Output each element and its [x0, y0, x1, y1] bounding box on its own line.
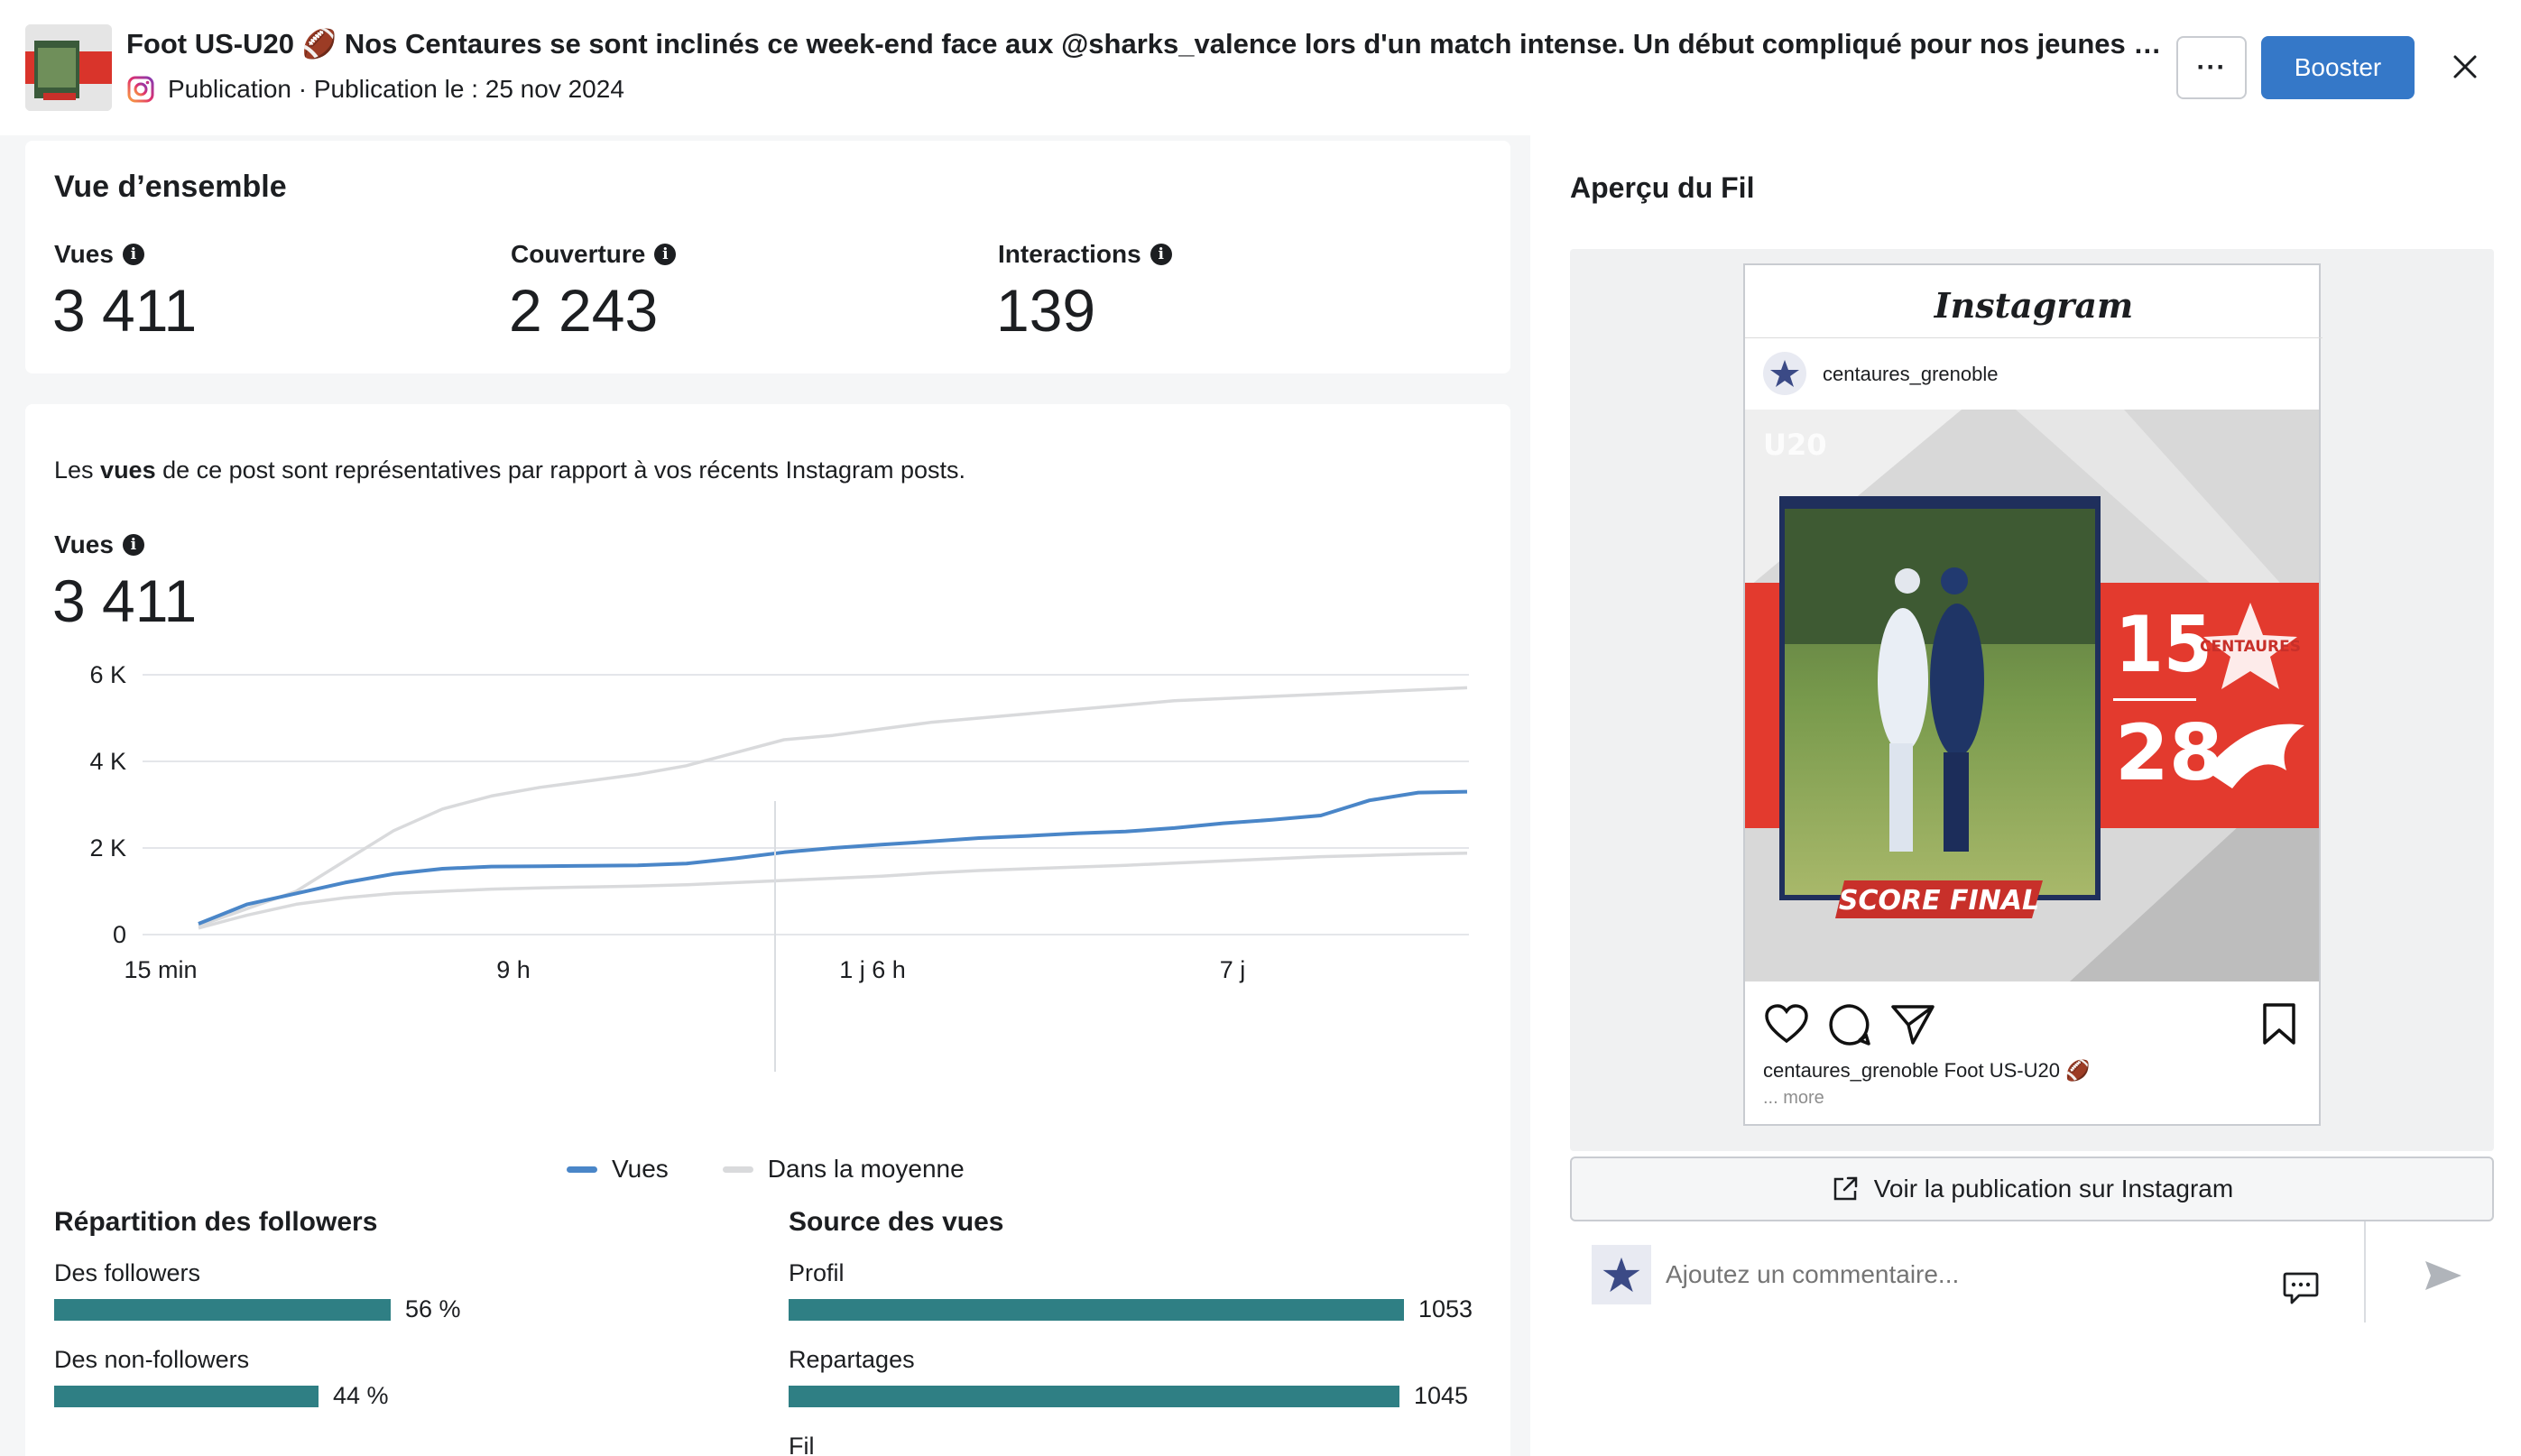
- info-icon[interactable]: i: [654, 244, 677, 265]
- legend-swatch-vues: [567, 1166, 597, 1173]
- y-tick-label: 4 K: [89, 748, 126, 775]
- source-profil-value: 1053: [1418, 1295, 1473, 1322]
- sources-title: Source des vues: [789, 1207, 1004, 1237]
- score-final-label: SCORE FINAL: [1839, 885, 2039, 917]
- legend-swatch-moyenne: [722, 1166, 753, 1173]
- metric-views-label: Vues i: [54, 240, 144, 269]
- view-on-instagram-button[interactable]: Voir la publication sur Instagram: [1570, 1157, 2494, 1221]
- views-label-text: Vues: [54, 530, 114, 558]
- comment-emoji-icon[interactable]: [2281, 1267, 2321, 1306]
- close-icon: [2453, 55, 2477, 78]
- y-tick-label: 6 K: [89, 661, 126, 688]
- ig-separator: [1745, 337, 2322, 338]
- u20-label: U20: [1763, 428, 1827, 462]
- info-icon[interactable]: i: [122, 244, 144, 265]
- external-link-icon: [1833, 1176, 1858, 1201]
- y-tick-label: 0: [113, 921, 126, 948]
- views-value: 3 411: [52, 567, 198, 634]
- info-icon[interactable]: i: [1150, 244, 1172, 265]
- rep-text-prefix: Les: [54, 456, 101, 484]
- rep-text-bold: vues: [100, 456, 156, 484]
- metric-reach-value: 2 243: [509, 277, 659, 344]
- source-repartages-value: 1045: [1414, 1382, 1469, 1409]
- representative-text: Les vues de ce post sont représentatives…: [54, 456, 965, 484]
- ig-avatar[interactable]: [1763, 352, 1806, 395]
- x-tick-label: 1 j 6 h: [839, 956, 906, 983]
- rep-text-suffix: de ce post sont représentatives par rapp…: [155, 456, 966, 484]
- feed-preview-title: Aperçu du Fil: [1570, 171, 1755, 204]
- ig-post-image[interactable]: SCORE FINAL U20 15 28 CENTAURES: [1745, 410, 2319, 981]
- non-followers-value: 44 %: [333, 1382, 389, 1409]
- metric-interactions-label-text: Interactions: [998, 240, 1141, 268]
- centaures-logo-text: CENTAURES: [2200, 638, 2301, 656]
- score-sharks: 28: [2115, 708, 2223, 798]
- metric-views-label-text: Vues: [54, 240, 114, 268]
- publication-meta: Publication · Publication le : 25 nov 20…: [168, 75, 624, 103]
- metric-reach-label-text: Couverture: [511, 240, 646, 268]
- non-followers-row-label: Des non-followers: [54, 1346, 250, 1373]
- views-label: Vues i: [54, 530, 144, 559]
- x-tick-label: 9 h: [496, 956, 531, 983]
- bookmark-icon[interactable]: [2256, 1001, 2303, 1048]
- metric-views-value: 3 411: [52, 277, 198, 344]
- metric-interactions-label: Interactions i: [998, 240, 1172, 269]
- view-on-instagram-label: Voir la publication sur Instagram: [1873, 1175, 2234, 1203]
- overview-title: Vue d’ensemble: [54, 170, 287, 204]
- post-title: Foot US-U20 🏈 Nos Centaures se sont incl…: [126, 28, 2165, 60]
- followers-bar: [54, 1299, 391, 1321]
- source-profil-label: Profil: [789, 1259, 845, 1286]
- comment-divider: [2364, 1221, 2366, 1322]
- overview-card: Vue d’ensemble Vues i 3 411 Couverture i…: [25, 141, 1510, 373]
- followers-value: 56 %: [405, 1295, 461, 1322]
- post-subtitle: Publication · Publication le : 25 nov 20…: [126, 75, 624, 104]
- series-line-moyenne: [198, 852, 1468, 930]
- score-centaures: 15: [2115, 600, 2212, 690]
- series-line-moyenne: [198, 686, 1468, 928]
- comment-row: [1570, 1221, 2494, 1326]
- info-icon[interactable]: i: [122, 534, 144, 556]
- metric-interactions-value: 139: [996, 277, 1096, 344]
- section-divider: [774, 801, 776, 1072]
- ig-caption: centaures_grenoble Foot US-U20 🏈: [1763, 1059, 2091, 1082]
- instagram-post-preview: Instagram centaures_grenoble SCORE FINAL: [1743, 263, 2322, 1126]
- x-tick-label: 15 min: [124, 956, 197, 983]
- views-chart: 0 2 K 4 K 6 K 15 min 9 h 1 j 6 h 7 j: [89, 661, 1469, 983]
- send-icon[interactable]: [2422, 1254, 2465, 1297]
- star-logo-icon: [1770, 360, 1799, 387]
- source-fil-label: Fil: [789, 1433, 815, 1456]
- views-details-card: Les vues de ce post sont représentatives…: [25, 404, 1510, 1456]
- comment-bubble-icon[interactable]: [1826, 1001, 1873, 1048]
- more-options-button[interactable]: ···: [2176, 36, 2247, 99]
- followers-row-label: Des followers: [54, 1259, 201, 1286]
- share-send-icon[interactable]: [1889, 1001, 1936, 1048]
- star-logo-icon: [1602, 1257, 1640, 1293]
- legend-label-moyenne: Dans la moyenne: [767, 1155, 965, 1183]
- series-line-vues: [198, 789, 1468, 926]
- legend-label-vues: Vues: [612, 1155, 669, 1183]
- commenter-avatar: [1592, 1245, 1651, 1304]
- instagram-wordmark: Instagram: [1934, 285, 2134, 326]
- legend-item-moyenne[interactable]: Dans la moyenne: [722, 1155, 965, 1184]
- instagram-icon: [127, 76, 154, 103]
- ig-username[interactable]: centaures_grenoble: [1823, 363, 1999, 385]
- y-tick-label: 2 K: [89, 834, 126, 862]
- non-followers-bar: [54, 1386, 319, 1407]
- source-repartages-bar: [789, 1386, 1399, 1407]
- comment-input[interactable]: [1666, 1252, 2243, 1297]
- booster-button[interactable]: Booster: [2261, 36, 2415, 99]
- header: Foot US-U20 🏈 Nos Centaures se sont incl…: [0, 0, 2521, 135]
- followers-title: Répartition des followers: [54, 1207, 378, 1237]
- x-tick-label: 7 j: [1220, 956, 1246, 983]
- source-repartages-label: Repartages: [789, 1346, 915, 1373]
- source-profil-bar: [789, 1299, 1404, 1321]
- metric-reach-label: Couverture i: [511, 240, 677, 269]
- chart-legend: Vues Dans la moyenne: [567, 1155, 965, 1184]
- legend-item-vues[interactable]: Vues: [567, 1155, 669, 1184]
- close-button[interactable]: [2445, 47, 2485, 87]
- post-thumbnail: [25, 24, 112, 111]
- like-heart-icon[interactable]: [1763, 1001, 1810, 1048]
- ig-more-link[interactable]: ... more: [1763, 1088, 1824, 1108]
